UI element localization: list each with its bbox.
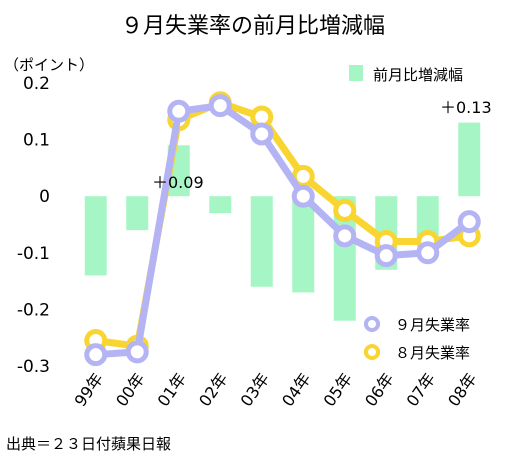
x-tick-label: 04年 (278, 369, 314, 410)
x-tick-label: 02年 (195, 369, 231, 410)
x-tick-label: 05年 (320, 369, 356, 410)
bar-3 (209, 196, 232, 214)
series-1-point-6 (333, 198, 357, 222)
series-lines (84, 91, 481, 367)
bar-8 (416, 196, 439, 242)
source-note: 出典＝２３日付蘋果日報 (6, 435, 171, 453)
legend-line-2-label: ８月失業率 (395, 344, 470, 362)
x-axis: 99年 00年 01年 02年 03年 04年 05年 06年 07年 08年 (71, 369, 481, 410)
bar-9 (458, 122, 481, 197)
legend-bar-swatch (349, 65, 363, 81)
x-tick-label: 08年 (444, 369, 480, 410)
y-axis: 0.2 0.1 0 -0.1 -0.2 -0.3 (17, 74, 50, 377)
y-tick-label: -0.2 (17, 300, 50, 320)
legend-line-1-marker (364, 316, 380, 332)
bar-1 (126, 196, 149, 231)
series-line-1 (95, 99, 470, 350)
series-0-point-9 (457, 210, 481, 234)
legend-bar-label: 前月比増減幅 (373, 66, 463, 84)
series-0-point-5 (291, 184, 315, 208)
chart-title: ９月失業率の前月比増減幅 (121, 14, 385, 39)
x-tick-label: 00年 (112, 369, 148, 410)
series-0-point-7 (374, 244, 398, 268)
x-tick-label: 03年 (237, 369, 273, 410)
series-0-point-6 (333, 224, 357, 248)
y-tick-label: 0.2 (23, 74, 50, 94)
x-tick-label: 01年 (154, 369, 190, 410)
annotation-2001: ＋0.09 (152, 173, 204, 192)
bar-0 (84, 196, 107, 276)
bar-4 (250, 196, 273, 287)
series-line-0 (95, 102, 472, 359)
y-unit-label: （ポイント） (4, 56, 94, 74)
x-tick-label: 99年 (71, 369, 107, 410)
series-0-point-8 (416, 241, 440, 265)
y-tick-label: -0.1 (17, 244, 50, 264)
series-0-point-3 (208, 94, 232, 118)
series-0-point-1 (125, 340, 149, 364)
x-tick-label: 07年 (403, 369, 439, 410)
bar-5 (292, 196, 315, 293)
series-0-point-4 (250, 122, 274, 146)
y-tick-label: 0.1 (23, 131, 50, 151)
legend-lines: ９月失業率 ８月失業率 (364, 316, 470, 362)
y-tick-label: 0 (39, 187, 50, 207)
series-0-point-0 (84, 343, 108, 367)
series-0-point-2 (167, 99, 191, 123)
legend-line-2-marker (364, 344, 380, 360)
legend-line-1-label: ９月失業率 (395, 316, 470, 334)
x-tick-label: 06年 (361, 369, 397, 410)
legend-bars: 前月比増減幅 (349, 65, 463, 84)
y-tick-label: -0.3 (17, 357, 50, 377)
annotation-2008: ＋0.13 (440, 98, 492, 117)
